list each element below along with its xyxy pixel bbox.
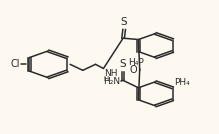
Text: NH: NH xyxy=(104,69,117,78)
Text: H: H xyxy=(104,76,109,82)
Text: S: S xyxy=(120,59,126,69)
Text: S: S xyxy=(121,17,127,27)
Text: O: O xyxy=(130,65,137,75)
Text: H₂N: H₂N xyxy=(103,77,120,86)
Text: H₄P: H₄P xyxy=(128,58,144,67)
Text: Cl: Cl xyxy=(11,59,20,69)
Text: PH₄: PH₄ xyxy=(174,78,189,87)
